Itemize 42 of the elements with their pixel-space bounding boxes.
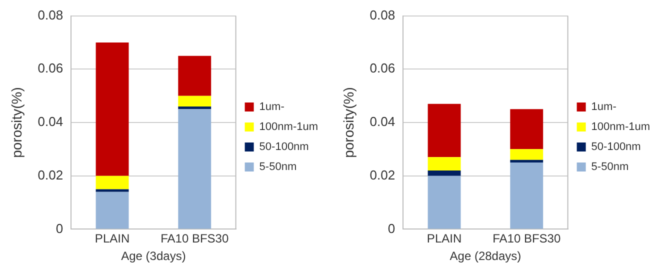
y-tick-label: 0.06 xyxy=(370,60,396,76)
legend-label: 50-100nm xyxy=(259,141,309,154)
y-tick-label: 0 xyxy=(56,220,64,236)
legend-label: 1um- xyxy=(591,101,617,114)
y-tick-label: 0.04 xyxy=(38,114,64,130)
y-tick-label: 0.02 xyxy=(38,167,64,182)
bar xyxy=(96,42,129,176)
bar xyxy=(510,109,544,150)
bar xyxy=(96,189,129,192)
bar xyxy=(428,170,461,176)
x-axis-title: Age (28days) xyxy=(450,249,522,264)
bar xyxy=(428,176,461,229)
y-tick-label: 0.02 xyxy=(370,167,396,182)
bar xyxy=(178,109,212,229)
legend-label: 5-50nm xyxy=(591,161,629,174)
bar xyxy=(428,157,461,171)
y-tick-label: 0.04 xyxy=(370,114,396,130)
y-axis-title: porosity(%) xyxy=(340,87,356,158)
legend-label: 100nm-1um xyxy=(591,121,650,134)
bar xyxy=(178,56,212,96)
bar xyxy=(428,104,461,158)
bar xyxy=(96,192,129,229)
x-tick-label: FA10 BFS30 xyxy=(492,232,561,246)
bar xyxy=(178,106,212,110)
legend-label: 100nm-1um xyxy=(259,121,318,134)
y-tick-label: 0 xyxy=(388,220,396,236)
legend-label: 50-100nm xyxy=(591,141,641,154)
x-tick-label: PLAIN xyxy=(426,232,462,246)
y-tick-label: 0.08 xyxy=(38,7,64,22)
bar xyxy=(510,149,544,160)
y-tick-label: 0.08 xyxy=(370,7,396,22)
y-tick-label: 0.06 xyxy=(38,60,64,76)
bar xyxy=(510,160,544,163)
legend-label: 1um- xyxy=(259,101,285,114)
x-axis-title: Age (3days) xyxy=(121,249,186,264)
bar xyxy=(510,162,544,229)
legend-label: 5-50nm xyxy=(259,161,297,174)
y-axis-title: porosity(%) xyxy=(8,87,24,158)
bar xyxy=(178,96,212,106)
bar xyxy=(96,176,129,190)
x-tick-label: FA10 BFS30 xyxy=(160,232,229,246)
x-tick-label: PLAIN xyxy=(94,232,130,246)
